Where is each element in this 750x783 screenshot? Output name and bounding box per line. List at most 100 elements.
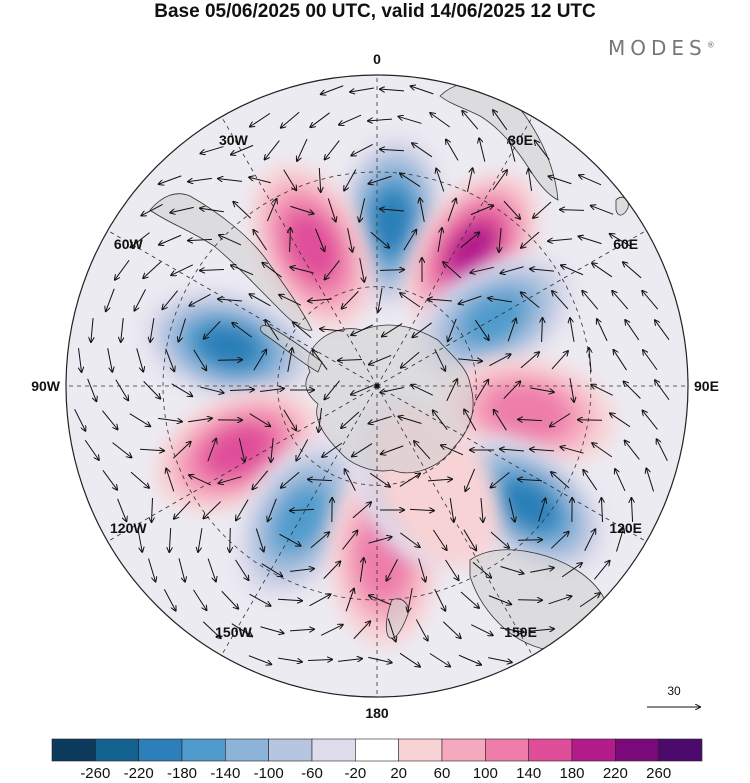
map-boundary (65, 74, 689, 698)
wind-arrow (530, 387, 554, 392)
wind-arrow (434, 589, 446, 611)
wind-arrow (134, 289, 146, 310)
wind-arrow (491, 472, 510, 487)
colorbar-swatch (658, 738, 703, 762)
wind-arrow (503, 200, 520, 219)
anomaly-contour (286, 212, 339, 281)
anomaly-contour (198, 324, 260, 368)
colorbar-tick-label: 220 (603, 765, 628, 782)
wind-arrow (141, 204, 163, 215)
wind-arrow (231, 144, 254, 154)
anomaly-contour (460, 291, 528, 346)
wind-arrow (460, 591, 479, 608)
wind-arrow (189, 475, 212, 486)
wind-arrow (465, 468, 476, 491)
wind-arrow (463, 529, 476, 551)
wind-arrow (283, 169, 297, 190)
wind-arrow (143, 381, 161, 398)
wind-arrow (290, 205, 314, 213)
wind-arrow (493, 110, 508, 131)
wind-arrow (131, 232, 150, 248)
wind-arrow (542, 318, 543, 343)
wind-arrow (401, 351, 420, 368)
wind-arrow (499, 228, 501, 252)
wind-arrow (657, 439, 668, 461)
wind-arrow (412, 322, 432, 337)
wind-arrow (338, 359, 363, 360)
wind-arrow (115, 260, 130, 279)
wind-arrow (188, 418, 212, 423)
wind-arrow (579, 236, 602, 245)
wind-arrow (411, 86, 434, 95)
colorbar-tick-label: -220 (124, 765, 154, 782)
wind-arrow (403, 230, 417, 251)
wind-arrow (323, 561, 341, 579)
wind-arrow (318, 408, 321, 432)
wind-arrow (570, 318, 575, 342)
wind-arrow (171, 264, 194, 275)
wind-arrow (189, 293, 211, 305)
colorbar-swatch (138, 738, 183, 762)
wind-arrow (171, 383, 193, 396)
wind-arrow (625, 441, 640, 460)
wind-arrow (87, 378, 97, 401)
wind-arrow (369, 415, 392, 423)
wind-arrow (307, 659, 332, 660)
wind-arrow (508, 498, 515, 521)
wind-arrow (549, 176, 572, 185)
wind-arrow (325, 260, 340, 280)
wind-arrow (472, 561, 491, 578)
colorbar-swatch (615, 738, 659, 762)
wind-arrow (655, 380, 670, 401)
wind-arrow (115, 379, 128, 401)
wind-arrow (221, 590, 238, 609)
wind-arrow (309, 594, 330, 607)
wind-arrow (624, 381, 641, 399)
wind-arrow (279, 295, 302, 306)
wind-arrow (488, 657, 512, 663)
wind-arrow (200, 146, 224, 154)
wind-arrow (548, 596, 572, 605)
wind-arrow (597, 319, 608, 342)
colorbar-swatch (95, 738, 139, 762)
colorbar-tick-label: -20 (344, 765, 366, 782)
wind-arrow (462, 111, 479, 130)
lon-label: 150E (504, 624, 537, 640)
wind-arrow (408, 588, 413, 612)
wind-arrow (530, 629, 554, 631)
colorbar-tick-label: -60 (301, 765, 323, 782)
wind-arrow (399, 474, 420, 487)
wind-arrow (615, 469, 626, 492)
wind-arrow (290, 267, 314, 274)
wind-arrow (551, 472, 570, 489)
wind-arrow (509, 138, 516, 162)
meridian-line (376, 230, 647, 387)
wind-arrow (561, 265, 584, 276)
wind-arrow (339, 114, 362, 125)
wind-arrow (412, 143, 433, 158)
wind-arrow (369, 354, 392, 364)
wind-arrow (490, 531, 509, 548)
wind-arrow (230, 527, 231, 552)
madagascar (615, 196, 629, 216)
wind-arrow (528, 169, 531, 192)
wind-arrow (350, 87, 374, 92)
wind-arrow (615, 529, 623, 552)
wind-arrow (218, 179, 242, 182)
wind-arrow (347, 228, 353, 252)
wind-arrow (399, 652, 420, 666)
wind-arrow (325, 140, 340, 160)
wind-arrow (188, 177, 212, 181)
wind-arrow (159, 234, 182, 244)
wind-arrow (592, 443, 613, 458)
wind-arrow (579, 175, 602, 186)
wind-arrow (121, 318, 124, 342)
wind-arrow (342, 531, 358, 550)
wind-arrow (551, 351, 568, 370)
meridian-line (221, 116, 378, 387)
wind-arrow (143, 261, 162, 278)
wind-arrow (368, 656, 391, 662)
wind-arrow (538, 498, 546, 522)
colorbar-swatch (398, 738, 443, 762)
wind-arrow (381, 445, 404, 454)
